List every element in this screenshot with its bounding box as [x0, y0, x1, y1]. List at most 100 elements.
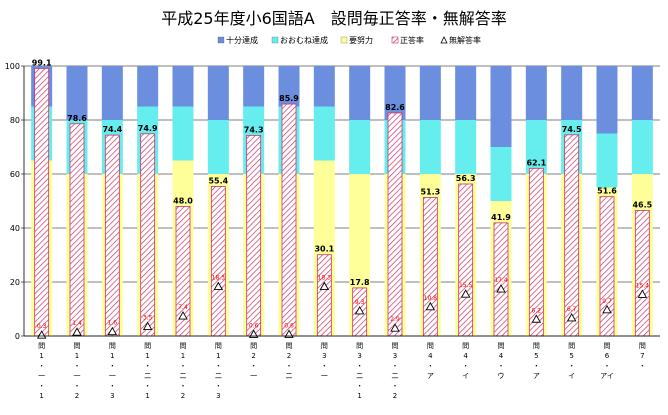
no-answer-label: 1.6	[108, 320, 118, 327]
category-label: 問	[144, 342, 151, 350]
category-label: ・	[109, 362, 116, 370]
correct-rate-label: 74.5	[562, 125, 582, 134]
category-label: 6	[605, 352, 610, 360]
legend-swatch-s3	[340, 36, 348, 44]
category-label: ・	[144, 362, 151, 370]
bar-correct-rate	[104, 134, 120, 337]
category-label: 4	[499, 352, 504, 360]
band-full	[313, 66, 335, 107]
category-label: 3	[110, 392, 114, 400]
band-full	[525, 66, 547, 120]
category-label: 7	[640, 352, 644, 360]
band-fair	[596, 133, 618, 188]
no-answer-marker	[36, 330, 47, 339]
band-full	[490, 66, 512, 147]
category-label: 二	[180, 372, 187, 380]
bar-correct-rate	[458, 183, 474, 337]
band-full	[137, 66, 159, 107]
category-label: 1	[145, 352, 149, 360]
no-answer-label: 7.4	[178, 304, 188, 311]
category-label: 4	[463, 352, 468, 360]
category-label: ・	[250, 362, 257, 370]
no-answer-label: 1.4	[72, 320, 82, 327]
legend-label: 正答率	[400, 35, 424, 45]
bar-correct-rate	[387, 112, 403, 337]
category-label: 1	[145, 392, 149, 400]
category-label: 一	[74, 372, 81, 380]
correct-rate-label: 51.3	[420, 187, 440, 196]
category-label: ・	[144, 382, 151, 390]
correct-rate-label: 62.1	[526, 158, 546, 167]
no-answer-marker	[107, 326, 118, 336]
no-answer-marker	[425, 301, 436, 311]
band-full	[172, 66, 194, 107]
band-fair	[631, 120, 653, 174]
no-answer-marker	[531, 314, 542, 323]
correct-rate-label: 48.0	[173, 196, 193, 205]
category-label: ア	[533, 372, 540, 380]
no-answer-marker	[496, 284, 506, 293]
no-answer-marker	[213, 281, 224, 291]
y-tick-label: 100	[5, 62, 20, 71]
category-label: ・	[639, 362, 646, 370]
category-label: アイ	[600, 372, 614, 380]
band-fair	[313, 106, 335, 161]
category-label: 問	[74, 342, 81, 350]
no-answer-marker	[319, 281, 330, 291]
category-label: ・	[215, 382, 222, 390]
bar-correct-rate	[422, 197, 438, 337]
category-label: ・	[74, 382, 81, 390]
band-full	[349, 66, 371, 120]
category-label: 問	[321, 342, 328, 350]
category-label: 問	[215, 342, 222, 350]
band-full	[596, 66, 618, 134]
no-answer-label: 9.3	[355, 299, 365, 306]
category-label: 二	[215, 372, 222, 380]
category-label: ・	[604, 362, 611, 370]
category-label: 一	[109, 372, 116, 380]
y-tick-label: 20	[10, 278, 20, 287]
no-answer-label: 15.5	[459, 282, 473, 289]
category-label: 二	[392, 372, 399, 380]
category-label: ・	[38, 382, 45, 390]
category-label: 2	[181, 392, 185, 400]
category-label: 1	[39, 352, 43, 360]
category-label: 3	[322, 352, 326, 360]
no-answer-label: 0.6	[284, 322, 294, 329]
legend-swatch-s1	[217, 36, 225, 44]
band-full	[631, 66, 653, 120]
category-label: ・	[180, 362, 187, 370]
category-label: ・	[109, 382, 116, 390]
category-label: 5	[569, 352, 573, 360]
category-label: 問	[286, 342, 293, 350]
no-answer-label: 17.4	[494, 277, 508, 284]
band-fair	[207, 120, 229, 174]
y-tick-label: 0	[15, 332, 20, 341]
y-tick-label: 80	[10, 116, 20, 125]
category-label: 1	[39, 392, 43, 400]
category-label: ・	[392, 382, 399, 390]
category-label: 3	[393, 352, 397, 360]
band-fair	[419, 120, 441, 174]
category-label: 問	[639, 342, 646, 350]
category-label: 2	[75, 392, 79, 400]
band-full	[455, 66, 477, 120]
category-label: 二	[144, 372, 151, 380]
bar-correct-rate	[599, 196, 615, 337]
bar-correct-rate	[281, 103, 297, 337]
band-full	[207, 66, 229, 120]
no-answer-label: 3.5	[143, 315, 153, 322]
bar-correct-rate	[69, 123, 85, 337]
correct-rate-label: 74.9	[138, 124, 158, 133]
bar-correct-rate	[210, 186, 226, 337]
category-label: 問	[356, 342, 363, 350]
no-answer-label: 18.3	[212, 275, 226, 282]
category-label: 問	[38, 342, 45, 350]
band-full	[419, 66, 441, 120]
correct-rate-label: 99.1	[32, 58, 52, 67]
correct-rate-label: 82.6	[385, 103, 405, 112]
no-answer-marker	[178, 311, 188, 320]
correct-rate-label: 78.6	[67, 114, 87, 123]
category-label: 2	[393, 392, 397, 400]
no-answer-marker	[566, 313, 577, 322]
